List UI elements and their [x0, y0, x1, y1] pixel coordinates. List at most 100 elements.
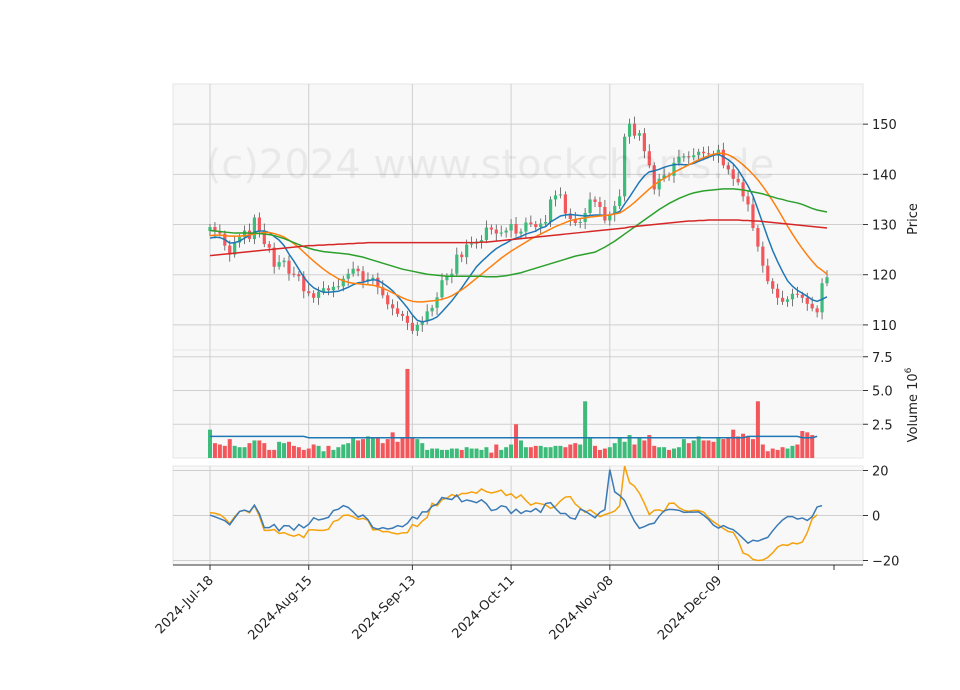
price-background	[172, 83, 864, 351]
volume-bar	[780, 447, 785, 458]
volume-bar	[400, 437, 405, 458]
volume-bar	[775, 449, 780, 458]
price-axis-title: Price	[906, 203, 921, 235]
volume-bar	[361, 439, 366, 458]
candle-body	[785, 299, 790, 302]
moving-average-mid-line	[209, 152, 828, 303]
volume-bar	[805, 432, 810, 458]
candle-body	[312, 293, 316, 298]
volume-axis-title: Volume 106	[904, 367, 921, 442]
volume-bar	[518, 440, 523, 458]
volume-bar	[593, 445, 598, 458]
candle-body	[430, 307, 434, 312]
volume-bar	[721, 439, 726, 458]
volume-bar	[425, 449, 430, 458]
volume-bar	[237, 447, 242, 458]
volume-bar	[277, 441, 282, 458]
candle-body	[257, 217, 261, 231]
volume-bar	[267, 449, 272, 458]
candle-body	[341, 278, 345, 287]
volume-bar	[499, 449, 504, 458]
candle-body	[489, 227, 493, 230]
volume-bar	[746, 436, 751, 458]
candle-body	[756, 228, 760, 247]
macd-line	[209, 469, 823, 545]
volume-axis-exponent: 6	[904, 367, 914, 373]
candle-body	[563, 194, 567, 214]
candle-body	[331, 286, 336, 291]
moving-average-fast-line	[209, 153, 828, 323]
candle-body	[479, 240, 484, 242]
volume-bar	[533, 445, 538, 458]
price-ytick-label: 140	[872, 168, 897, 183]
volume-bar	[504, 447, 509, 458]
volume-bar	[617, 437, 622, 458]
volume-bar	[514, 424, 519, 458]
volume-bar	[439, 449, 444, 458]
volume-axis-title-text: Volume 10	[906, 373, 921, 442]
volume-panel: 2.5 5.0 7.5	[172, 349, 893, 459]
volume-bar	[528, 447, 533, 458]
candle-body	[573, 219, 577, 224]
candle-body	[252, 217, 257, 240]
volume-bar	[573, 443, 578, 458]
moving-average-long-line	[209, 219, 828, 257]
volume-bar	[800, 431, 805, 458]
volume-bar	[676, 447, 681, 458]
candle-body	[228, 245, 232, 255]
moving-average-slow-line	[209, 188, 828, 278]
candle-body	[287, 260, 291, 274]
candle-body	[307, 291, 311, 294]
price-ytick-label: 110	[872, 319, 897, 334]
candle-body	[810, 303, 814, 309]
candle-body	[499, 232, 503, 234]
candle-body	[618, 196, 622, 206]
candle-body	[529, 222, 533, 225]
candle-body	[282, 260, 286, 263]
candle-body	[272, 247, 276, 267]
candle-body	[623, 136, 627, 197]
candle-body	[603, 206, 607, 221]
volume-bar	[686, 443, 691, 458]
candle-body	[405, 315, 410, 323]
price-ytick-label: 150	[872, 118, 897, 133]
macd-ytick-label: 20	[872, 465, 889, 480]
volume-bar	[538, 445, 543, 458]
candle-body	[657, 178, 661, 190]
candle-body	[450, 273, 454, 277]
candle-body	[578, 222, 582, 224]
volume-bar	[484, 447, 489, 458]
volume-bar	[637, 437, 642, 458]
volume-ytick-label: 5.0	[872, 385, 893, 400]
candle-body	[297, 274, 301, 277]
candle-body	[400, 313, 405, 316]
svg-text:Volume 106: Volume 106	[904, 367, 921, 442]
volume-bar	[444, 449, 449, 458]
candle-body	[238, 237, 242, 243]
volume-bar	[390, 432, 395, 458]
candle-body	[218, 231, 222, 234]
volume-bar	[346, 443, 351, 458]
candle-body	[766, 265, 770, 282]
volume-bar	[415, 439, 420, 458]
candle-body	[701, 151, 706, 154]
volume-bar	[306, 448, 311, 458]
volume-bar	[336, 447, 341, 458]
volume-bar	[311, 444, 316, 458]
candle-body	[386, 295, 390, 305]
volume-bar	[232, 445, 237, 458]
volume-bar	[548, 447, 553, 458]
volume-bar	[494, 444, 499, 458]
candle-body	[267, 244, 271, 248]
volume-bar	[222, 445, 227, 458]
volume-bar	[252, 440, 257, 458]
candle-body	[692, 155, 696, 158]
candle-body	[672, 162, 676, 176]
candle-body	[262, 230, 266, 245]
candle-body	[336, 286, 340, 288]
volume-bar	[726, 437, 731, 458]
volume-bar	[331, 449, 336, 458]
candle-body	[356, 268, 360, 272]
candle-body	[805, 297, 809, 304]
